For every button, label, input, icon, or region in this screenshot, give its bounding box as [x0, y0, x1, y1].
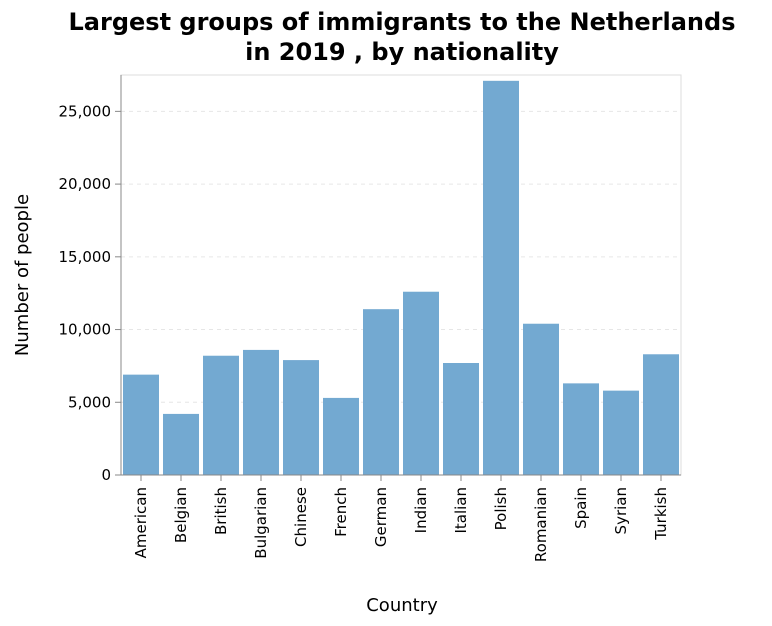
- y-tick-label: 20,000: [59, 175, 112, 193]
- x-axis: American Belgian British Bulgarian Chinese Fr…: [121, 474, 681, 562]
- y-tick-label: 15,000: [59, 248, 112, 266]
- chart-title-line-2: in 2019 , by nationality: [245, 38, 559, 66]
- x-tick-label-german: German: [372, 487, 390, 547]
- bar-spain: [563, 383, 599, 475]
- bar-indian: [403, 291, 439, 475]
- y-axis: 0 5,000 10,000 15,000 20,000 25,000: [59, 75, 122, 484]
- bar-german: [363, 309, 399, 475]
- bar-british: [203, 355, 239, 475]
- bar-turkish: [643, 354, 679, 475]
- bar-american: [123, 374, 159, 475]
- x-tick-label-bulgarian: Bulgarian: [252, 487, 270, 559]
- y-axis-title: Number of people: [12, 194, 33, 356]
- x-tick-label-indian: Indian: [412, 487, 430, 533]
- bar-belgian: [163, 413, 199, 475]
- x-tick-label-spain: Spain: [572, 487, 590, 529]
- chart-title-line-1: Largest groups of immigrants to the Neth…: [69, 8, 736, 36]
- x-tick-label-british: British: [212, 487, 230, 535]
- bar-chinese: [283, 360, 319, 475]
- y-tick-label: 0: [101, 466, 111, 484]
- bar-romanian: [523, 323, 559, 475]
- bar-bulgarian: [243, 349, 279, 475]
- y-tick-label: 25,000: [59, 102, 112, 120]
- x-tick-label-romanian: Romanian: [532, 487, 550, 562]
- y-tick-label: 10,000: [59, 321, 112, 339]
- x-axis-title: Country: [366, 595, 438, 616]
- x-tick-label-italian: Italian: [452, 487, 470, 534]
- x-tick-label-belgian: Belgian: [172, 487, 190, 543]
- x-tick-label-syrian: Syrian: [612, 487, 630, 534]
- bar-syrian: [603, 390, 639, 475]
- x-tick-label-chinese: Chinese: [292, 487, 310, 547]
- x-tick-label-french: French: [332, 487, 350, 537]
- x-tick-label-turkish: Turkish: [652, 487, 670, 541]
- bar-french: [323, 397, 359, 475]
- y-tick-label: 5,000: [68, 393, 111, 411]
- bar-italian: [443, 363, 479, 475]
- x-tick-label-american: American: [132, 487, 150, 558]
- bar-polish: [483, 80, 519, 476]
- x-tick-label-polish: Polish: [492, 487, 510, 530]
- bars: [123, 80, 679, 476]
